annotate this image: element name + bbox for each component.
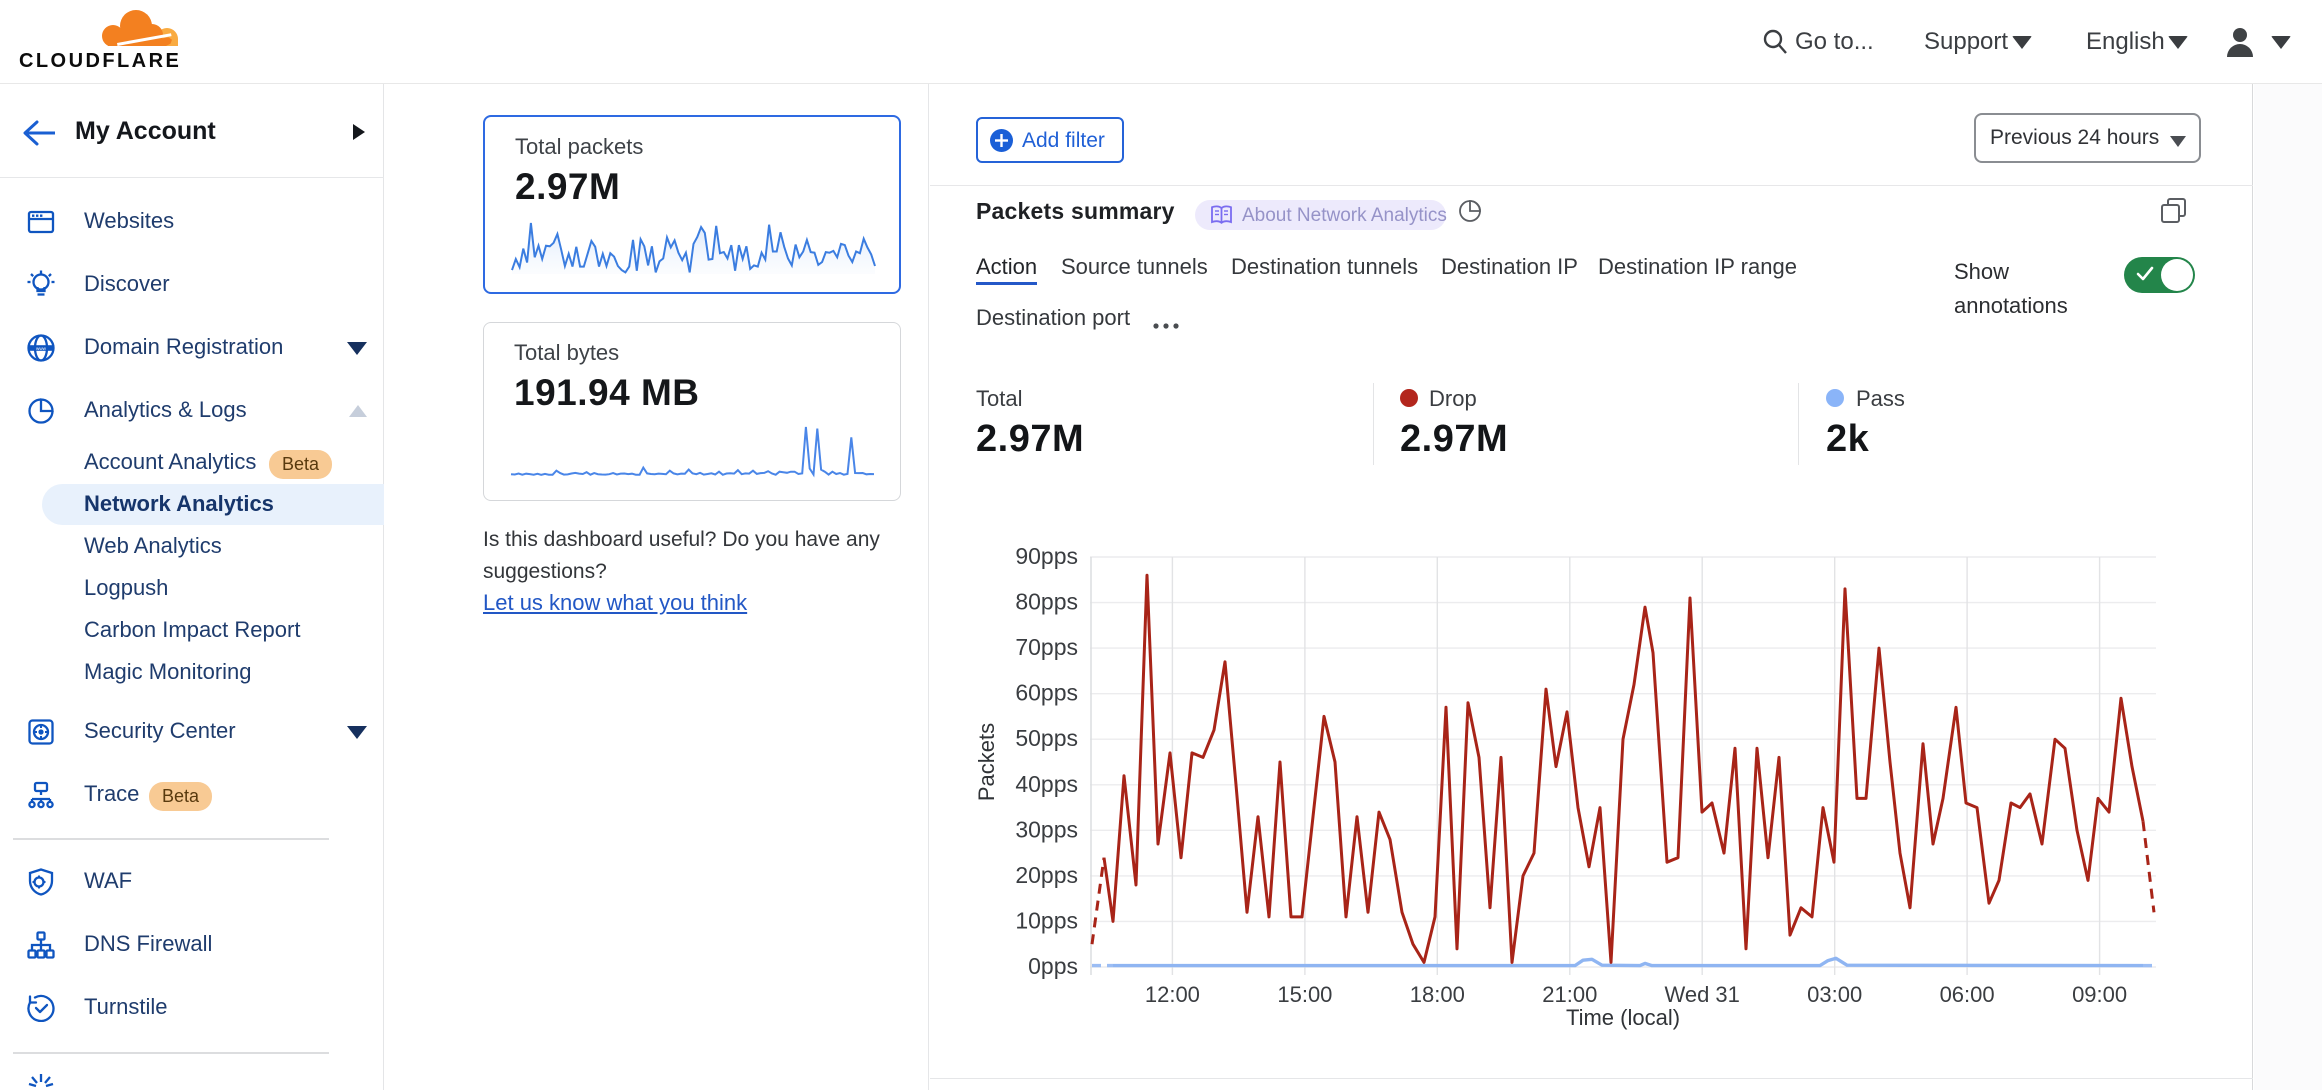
svg-text:90pps: 90pps: [1015, 543, 1078, 569]
svg-text:12:00: 12:00: [1145, 982, 1200, 1007]
svg-text:0pps: 0pps: [1028, 953, 1078, 979]
svg-text:03:00: 03:00: [1807, 982, 1862, 1007]
svg-text:18:00: 18:00: [1410, 982, 1465, 1007]
svg-text:www: www: [36, 346, 47, 351]
svg-text:40pps: 40pps: [1015, 771, 1078, 797]
svg-text:60pps: 60pps: [1015, 680, 1078, 706]
svg-text:Wed 31: Wed 31: [1664, 982, 1739, 1007]
svg-text:06:00: 06:00: [1940, 982, 1995, 1007]
svg-text:21:00: 21:00: [1542, 982, 1597, 1007]
svg-text:80pps: 80pps: [1015, 589, 1078, 615]
svg-text:Packets: Packets: [974, 723, 999, 801]
svg-text:50pps: 50pps: [1015, 725, 1078, 751]
svg-text:Time (local): Time (local): [1566, 1005, 1680, 1030]
svg-text:20pps: 20pps: [1015, 862, 1078, 888]
svg-text:09:00: 09:00: [2072, 982, 2127, 1007]
svg-text:15:00: 15:00: [1277, 982, 1332, 1007]
svg-text:30pps: 30pps: [1015, 816, 1078, 842]
svg-text:70pps: 70pps: [1015, 634, 1078, 660]
svg-text:10pps: 10pps: [1015, 907, 1078, 933]
